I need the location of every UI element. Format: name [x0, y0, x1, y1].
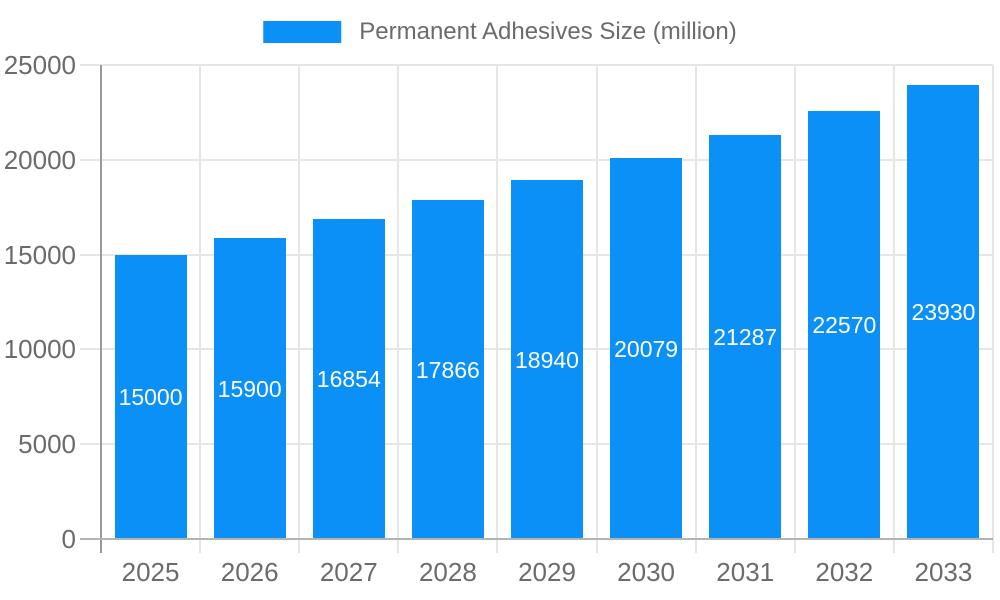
x-axis-tick-label: 2029 — [518, 557, 576, 587]
y-axis-tick-label: 5000 — [18, 429, 76, 460]
bar-value-label: 17866 — [415, 356, 480, 383]
bar-value-label: 16854 — [316, 366, 381, 392]
x-axis-tick-label: 2028 — [418, 557, 477, 587]
grid-line-x — [694, 65, 697, 553]
x-axis-tick-label: 2027 — [319, 557, 378, 587]
grid-line-x — [992, 65, 994, 553]
bar-2032[interactable] — [808, 111, 881, 539]
bar-2028[interactable] — [411, 200, 484, 539]
x-axis-tick-label: 2031 — [716, 557, 775, 587]
y-axis-tick-label: 20000 — [3, 144, 76, 175]
bar-2033[interactable] — [907, 85, 980, 539]
grid-line-x — [298, 65, 301, 553]
legend-label: Permanent Adhesives Size (million) — [359, 18, 737, 45]
legend-swatch — [263, 21, 342, 43]
bar-value-label: 20079 — [614, 335, 679, 362]
x-axis-tick-label: 2033 — [914, 557, 973, 587]
y-axis-tick-label: 15000 — [3, 239, 76, 270]
bar-value-label: 21287 — [713, 324, 778, 350]
grid-line-y — [80, 64, 993, 66]
y-axis-tick-label: 0 — [61, 524, 76, 554]
grid-line-x — [199, 65, 202, 553]
x-axis-tick-label: 2026 — [220, 557, 279, 587]
x-axis-tick-label: 2030 — [617, 557, 676, 587]
grid-line-x — [496, 65, 499, 553]
bar-2031[interactable] — [709, 135, 782, 539]
y-axis-line — [100, 65, 102, 553]
x-axis-tick-label: 2025 — [121, 557, 180, 587]
bar-2027[interactable] — [312, 219, 385, 539]
bar-value-label: 15000 — [118, 384, 183, 410]
bar-value-label: 18940 — [515, 346, 579, 373]
x-axis-tick-label: 2032 — [815, 557, 874, 587]
bar-2029[interactable] — [511, 180, 583, 539]
bar-value-label: 15900 — [217, 375, 282, 402]
y-axis-tick-label: 25000 — [3, 50, 76, 80]
grid-line-x — [793, 65, 796, 553]
y-axis-tick-label: 10000 — [3, 334, 76, 365]
grid-line-x — [397, 65, 400, 553]
bar-2026[interactable] — [213, 238, 286, 539]
x-axis-line — [80, 538, 993, 540]
bar-2025[interactable] — [114, 255, 187, 539]
bar-value-label: 23930 — [911, 299, 976, 325]
bar-value-label: 22570 — [812, 312, 877, 338]
grid-line-x — [892, 65, 895, 553]
grid-line-y — [80, 158, 993, 161]
bar-2030[interactable] — [610, 158, 683, 539]
grid-line-x — [595, 65, 598, 553]
chart-legend[interactable]: Permanent Adhesives Size (million) — [263, 18, 737, 46]
